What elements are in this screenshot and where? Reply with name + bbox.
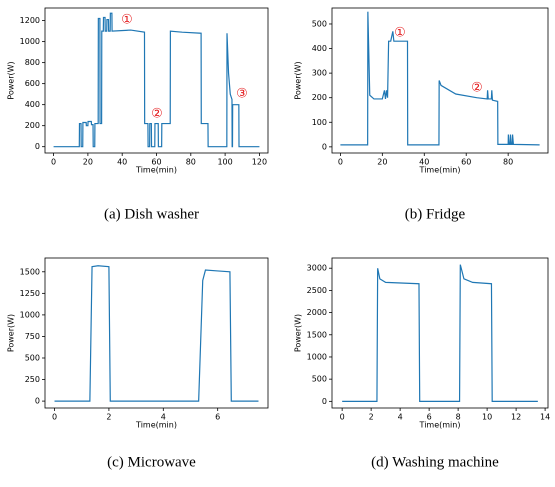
x-axis-label: Time(min) — [135, 166, 177, 175]
y-tick-label: 250 — [25, 375, 40, 384]
plot-frame — [44, 7, 269, 154]
x-tick-label: 40 — [419, 158, 429, 167]
y-tick-label: 1000 — [20, 310, 40, 319]
x-tick-label: 60 — [461, 158, 471, 167]
x-tick-label: 40 — [117, 158, 127, 167]
data-line — [53, 12, 260, 148]
x-tick-label: 0 — [52, 413, 57, 422]
y-tick-label: 1000 — [20, 37, 40, 46]
y-tick-label: 1000 — [307, 352, 327, 361]
y-axis-label: Power(W) — [7, 314, 16, 352]
x-tick-label: 0 — [338, 158, 343, 167]
y-tick-label: 400 — [312, 44, 327, 53]
data-line — [340, 11, 540, 146]
y-tick-label: 1500 — [307, 330, 327, 339]
caption: (a) Dish washer — [104, 206, 199, 222]
y-tick-label: 0 — [322, 397, 327, 406]
y-tick-label: 200 — [312, 93, 327, 102]
x-tick-label: 120 — [252, 158, 267, 167]
y-tick-label: 500 — [25, 354, 40, 363]
x-tick-label: 8 — [456, 413, 461, 422]
y-tick-label: 500 — [312, 375, 327, 384]
x-axis-label: Time(min) — [419, 166, 461, 175]
y-tick-label: 100 — [312, 118, 327, 127]
x-tick-label: 80 — [503, 158, 513, 167]
data-line — [342, 264, 538, 402]
plot-frame — [331, 7, 549, 154]
x-tick-label: 2 — [106, 413, 111, 422]
y-tick-label: 2000 — [307, 308, 327, 317]
x-tick-label: 0 — [340, 413, 345, 422]
x-tick-label: 100 — [217, 158, 232, 167]
x-tick-label: 6 — [427, 413, 432, 422]
y-axis-label: Power(W) — [294, 314, 303, 352]
x-tick-label: 20 — [83, 158, 93, 167]
annotation: ① — [121, 13, 133, 28]
plot-frame — [44, 257, 269, 409]
x-axis-label: Time(min) — [135, 421, 177, 430]
y-axis-label: Power(W) — [7, 61, 16, 99]
annotation: ③ — [236, 87, 248, 102]
caption: (c) Microwave — [107, 454, 196, 470]
plot-frame — [331, 257, 549, 409]
x-tick-label: 0 — [51, 158, 56, 167]
y-tick-label: 2500 — [307, 286, 327, 295]
y-tick-label: 1200 — [20, 16, 40, 25]
y-tick-label: 1500 — [20, 267, 40, 276]
y-tick-label: 3000 — [307, 264, 327, 273]
y-tick-label: 1250 — [20, 289, 40, 298]
y-tick-label: 0 — [35, 142, 40, 151]
x-axis-label: Time(min) — [419, 421, 461, 430]
y-tick-label: 0 — [35, 397, 40, 406]
y-tick-label: 300 — [312, 69, 327, 78]
x-tick-label: 20 — [377, 158, 387, 167]
x-tick-label: 4 — [398, 413, 403, 422]
x-tick-label: 12 — [511, 413, 521, 422]
y-tick-label: 400 — [25, 100, 40, 109]
y-tick-label: 200 — [25, 121, 40, 130]
y-tick-label: 500 — [312, 19, 327, 28]
data-line — [54, 265, 259, 402]
x-tick-label: 6 — [215, 413, 220, 422]
x-tick-label: 60 — [151, 158, 161, 167]
x-tick-label: 2 — [369, 413, 374, 422]
annotation: ② — [151, 107, 163, 122]
x-tick-label: 4 — [161, 413, 166, 422]
caption: (b) Fridge — [405, 206, 466, 222]
y-axis-label: Power(W) — [294, 61, 303, 99]
y-tick-label: 800 — [25, 58, 40, 67]
caption: (d) Washing machine — [371, 454, 499, 470]
annotation: ② — [471, 81, 483, 96]
annotation: ① — [394, 26, 406, 41]
y-tick-label: 750 — [25, 332, 40, 341]
x-tick-label: 80 — [186, 158, 196, 167]
x-tick-label: 10 — [482, 413, 492, 422]
x-tick-label: 14 — [540, 413, 550, 422]
y-tick-label: 600 — [25, 79, 40, 88]
y-tick-label: 0 — [322, 142, 327, 151]
